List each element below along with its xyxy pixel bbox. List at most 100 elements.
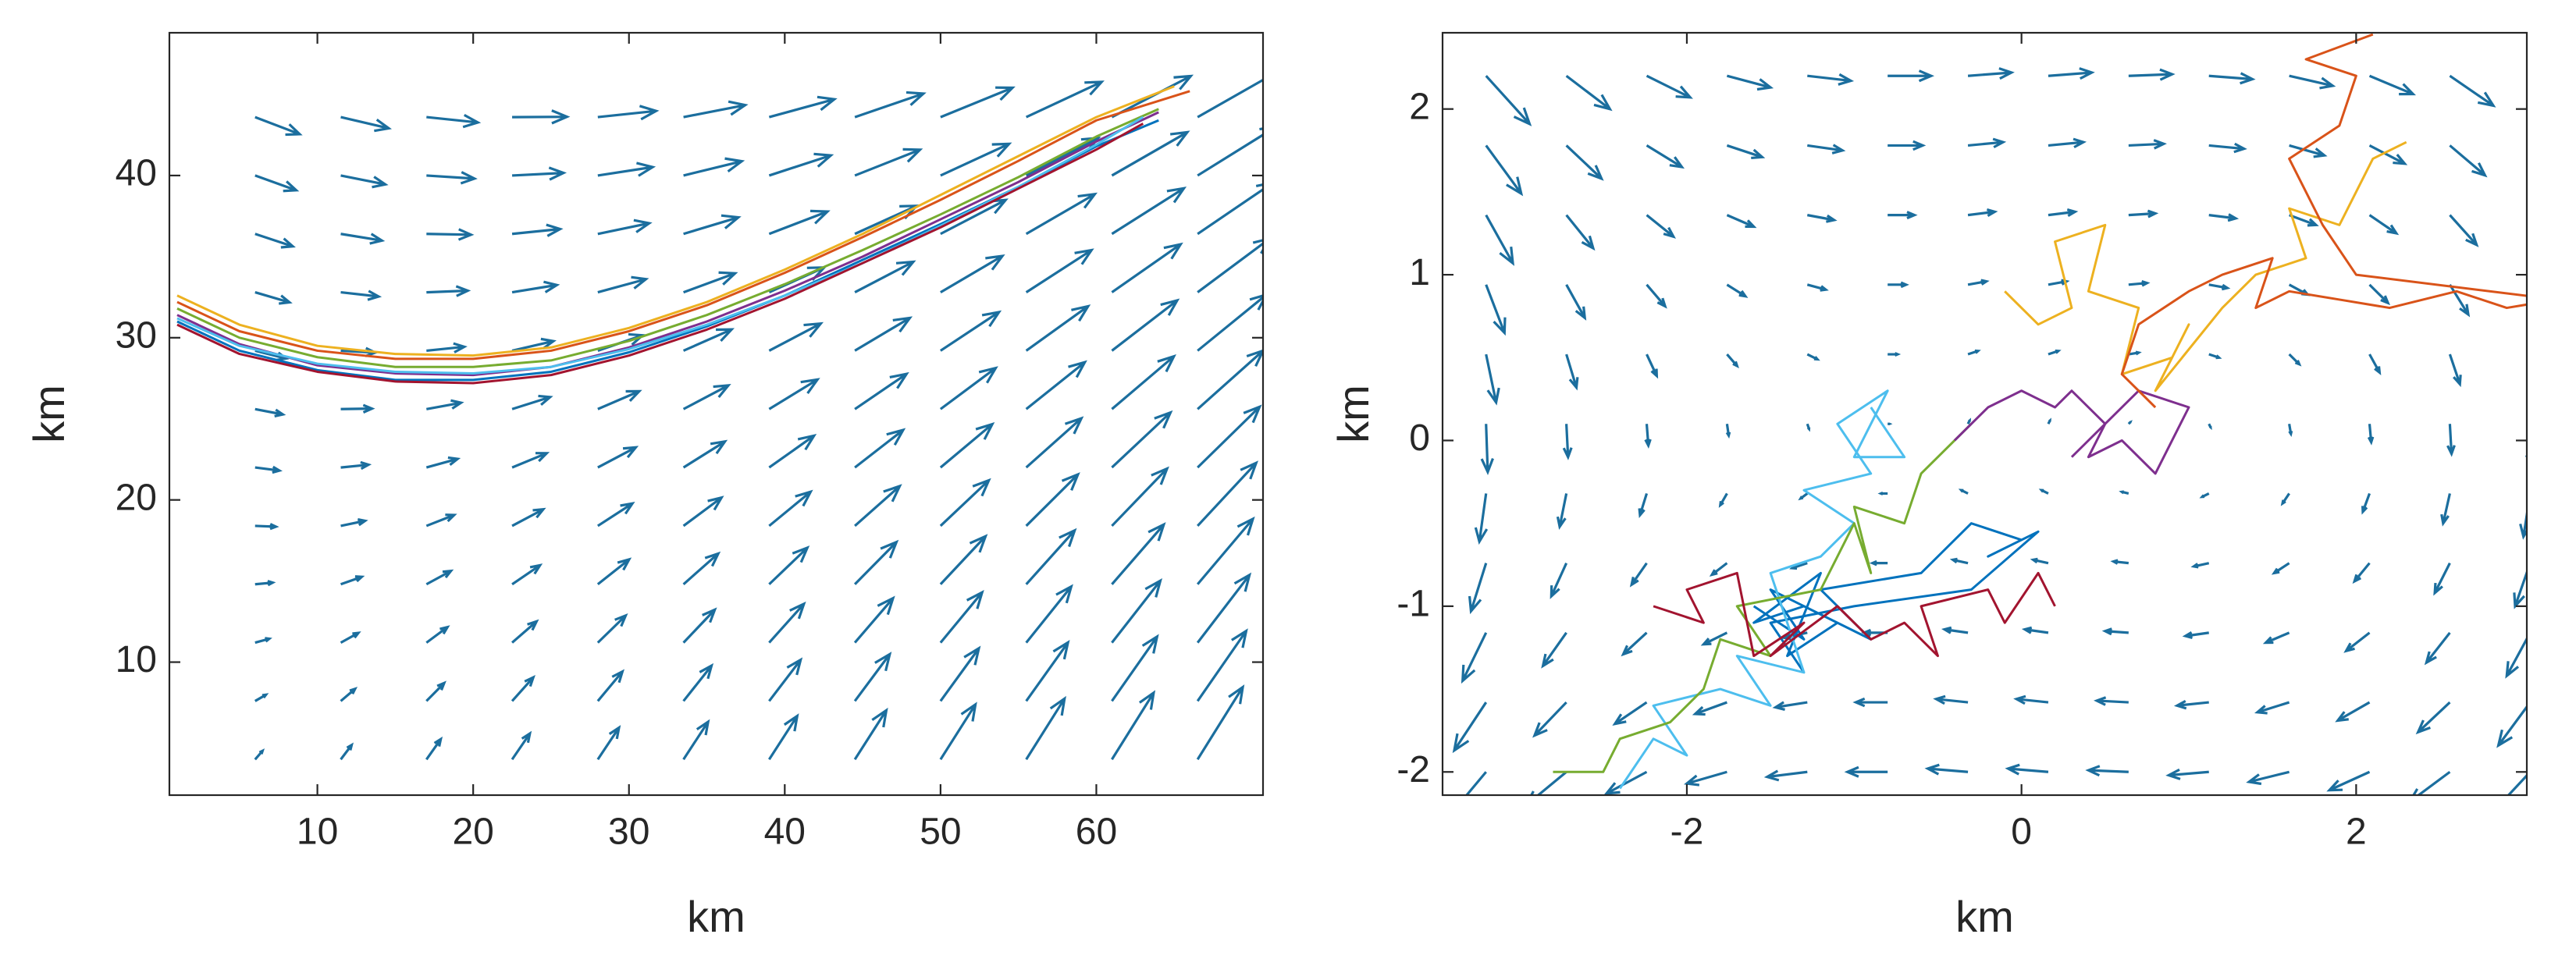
trajectory	[176, 108, 1159, 368]
quiver-arrow	[1025, 304, 1091, 352]
quiver-arrow	[1725, 424, 1731, 439]
quiver-arrow	[597, 446, 639, 469]
quiver-arrow	[1025, 360, 1087, 410]
quiver-arrow	[2289, 214, 2319, 227]
quiver-arrow	[1726, 144, 1766, 160]
quiver-arrow	[768, 209, 831, 236]
quiver-arrow	[2048, 279, 2070, 286]
quiver-arrow	[2038, 488, 2049, 495]
quiver-arrow	[1111, 410, 1173, 469]
quiver-arrow	[254, 465, 283, 474]
quiver-arrow	[1967, 208, 1998, 217]
y-tick-label: 20	[116, 477, 157, 518]
quiver-arrow	[1025, 416, 1084, 469]
quiver-arrow	[596, 557, 632, 586]
quiver-arrow	[2208, 353, 2222, 360]
quiver-arrow	[2449, 144, 2488, 178]
quiver-arrow	[2361, 492, 2371, 515]
x-tick-label: 40	[764, 812, 806, 853]
quiver-arrow	[1612, 701, 1648, 726]
quiver-arrow	[1111, 634, 1159, 702]
quiver-arrow	[1197, 294, 1263, 352]
quiver-arrow	[1025, 640, 1070, 702]
x-tick-label: 60	[1076, 812, 1117, 853]
quiver-arrow	[2048, 137, 2087, 149]
quiver-arrow	[340, 687, 358, 702]
quiver-arrow	[1025, 695, 1066, 761]
quiver-arrow	[682, 719, 710, 761]
quiver-arrow	[1726, 353, 1739, 369]
quiver-arrow	[596, 502, 635, 527]
quiver-arrow	[1709, 562, 1728, 577]
quiver-arrow	[2128, 209, 2159, 218]
quiver-arrow	[2352, 562, 2371, 584]
quiver-arrow	[1025, 584, 1073, 644]
quiver-arrow	[426, 342, 468, 353]
quiver-arrow	[682, 439, 728, 469]
quiver-arrow	[682, 495, 724, 527]
quiver-arrow	[768, 433, 817, 469]
quiver-arrow	[1565, 144, 1604, 181]
quiver-arrow	[2128, 139, 2167, 150]
quiver-arrow	[254, 580, 276, 587]
quiver-arrow	[1958, 488, 1969, 495]
quiver-arrow	[1941, 626, 1969, 634]
quiver-arrow	[2208, 72, 2256, 85]
quiver-arrow	[511, 166, 568, 181]
quiver-arrow	[1967, 137, 2007, 149]
quiver-arrow	[340, 233, 386, 245]
quiver-arrow	[939, 310, 1002, 352]
quiver-arrow	[1111, 690, 1156, 761]
quiver-arrow	[2021, 626, 2049, 634]
quiver-arrow	[2415, 701, 2451, 735]
quiver-arrow	[1196, 684, 1245, 761]
axes: 10 20 30 40 50 60 10 20 30 40 km km	[24, 31, 1265, 941]
quiver-arrow	[1565, 353, 1579, 391]
quiver-arrow	[597, 162, 656, 177]
quiver-arrow	[1844, 765, 1888, 778]
axes: -2 0 2 -2 -1 0 1 2 km km	[1329, 31, 2528, 941]
quiver-arrow	[1967, 67, 2015, 80]
quiver-arrow	[768, 321, 824, 352]
quiver-arrow	[340, 575, 365, 586]
quiver-arrow	[2343, 631, 2371, 653]
quiver-arrow	[853, 652, 892, 702]
quiver-arrow	[768, 713, 799, 761]
quiver-arrow	[1111, 242, 1183, 293]
y-axis-label: km	[1329, 385, 1378, 443]
quiver-arrow	[1888, 352, 1902, 357]
quiver-arrow	[340, 115, 392, 133]
quiver-arrow	[1726, 283, 1749, 298]
x-tick-label: 0	[2011, 812, 2032, 853]
quiver-arrow	[2289, 144, 2328, 158]
quiver-arrow	[254, 233, 296, 249]
quiver-arrow	[2030, 557, 2049, 565]
quiver-arrow	[254, 693, 269, 702]
quiver-arrow	[1852, 697, 1888, 708]
quiver-arrow	[768, 601, 806, 644]
quiver-arrow	[1474, 493, 1489, 545]
quiver-arrow	[939, 534, 988, 585]
quiver-arrow	[1806, 353, 1820, 361]
quiver-arrow	[2368, 283, 2391, 306]
quiver-arrow	[1111, 522, 1166, 585]
quiver-arrow	[1464, 771, 1487, 795]
quiver-arrow	[1565, 74, 1613, 112]
quiver-arrow	[1530, 771, 1567, 795]
quiver-arrow	[939, 589, 984, 644]
quiver-arrow	[1877, 491, 1888, 495]
quiver-arrow	[1646, 353, 1659, 379]
quiver-arrow	[254, 174, 300, 193]
quiver-arrow	[1541, 631, 1567, 669]
quiver-arrow	[1197, 71, 1263, 119]
quiver-arrow	[511, 223, 564, 237]
quiver-arrow	[1888, 140, 1927, 151]
quiver-arrow	[254, 115, 303, 137]
quiver-arrow	[1197, 239, 1263, 293]
quiver-arrow	[2182, 631, 2209, 639]
quiver-arrow	[1197, 183, 1263, 236]
quiver-arrow	[853, 539, 899, 585]
quiver-arrow	[1196, 516, 1255, 585]
trajectory	[176, 90, 1190, 361]
quiver-arrow	[1726, 74, 1774, 91]
